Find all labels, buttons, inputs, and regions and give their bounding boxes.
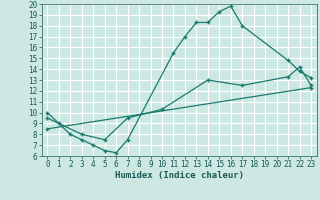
X-axis label: Humidex (Indice chaleur): Humidex (Indice chaleur) — [115, 171, 244, 180]
